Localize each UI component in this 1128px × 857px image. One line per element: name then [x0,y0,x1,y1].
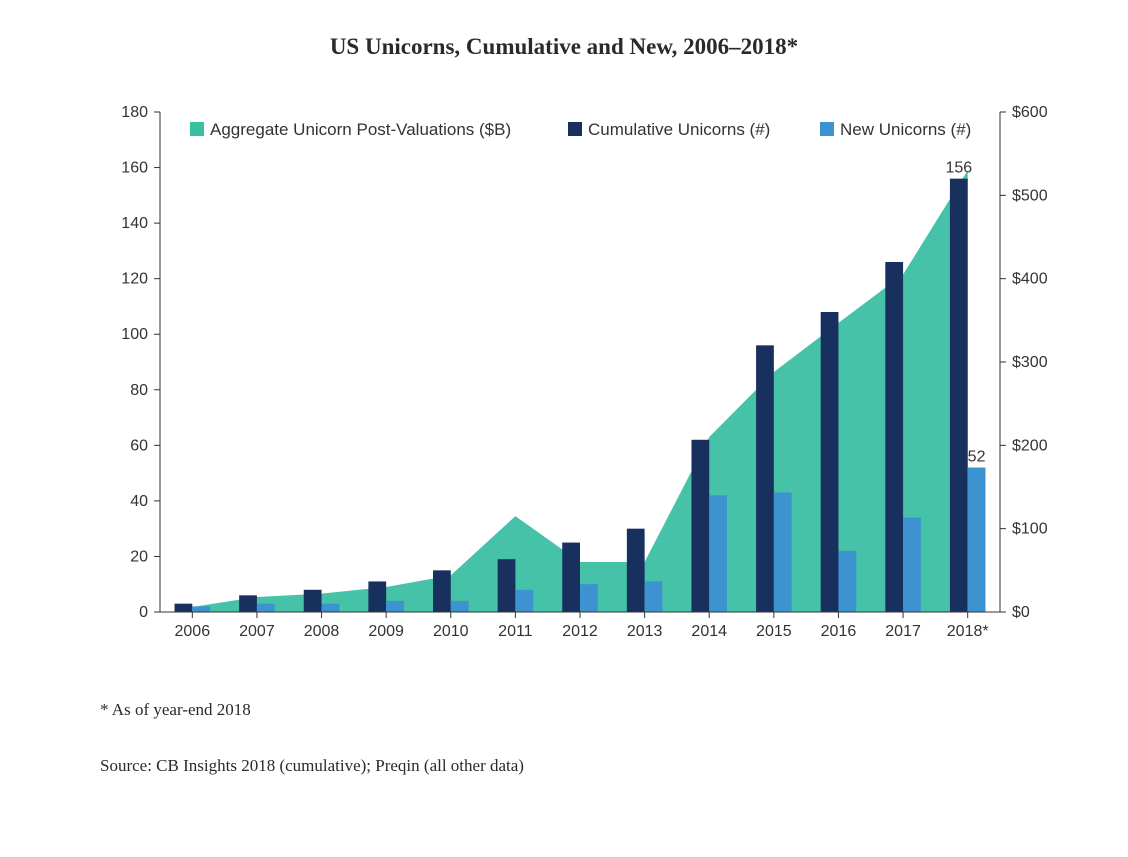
y-left-tick-label: 180 [121,104,148,121]
y-left-tick-label: 160 [121,160,148,177]
y-left-tick-label: 80 [130,382,148,399]
x-tick-label: 2006 [175,623,211,640]
legend-label: Cumulative Unicorns (#) [588,120,770,139]
x-tick-label: 2008 [304,623,340,640]
x-tick-label: 2017 [885,623,921,640]
bar-new [515,590,533,612]
x-tick-label: 2018* [947,623,989,640]
bar-new [451,601,469,612]
bar-new-end-label: 52 [968,449,986,466]
legend-label: Aggregate Unicorn Post-Valuations ($B) [210,120,511,139]
chart-title: US Unicorns, Cumulative and New, 2006–20… [0,34,1128,60]
bar-cumulative [950,179,968,612]
bar-cumulative [821,312,839,612]
bar-new [709,495,727,612]
y-right-tick-label: $100 [1012,521,1048,538]
bar-cumulative [368,581,386,612]
y-left-tick-label: 60 [130,437,148,454]
bar-cumulative [498,559,516,612]
x-tick-label: 2007 [239,623,275,640]
x-tick-label: 2010 [433,623,469,640]
bar-new [903,518,921,612]
bar-new [580,584,598,612]
x-tick-label: 2014 [691,623,727,640]
y-right-tick-label: $200 [1012,437,1048,454]
x-tick-label: 2016 [821,623,857,640]
x-tick-label: 2011 [498,623,533,640]
footnote: * As of year-end 2018 [100,700,251,720]
bar-cumulative [627,529,645,612]
x-tick-label: 2012 [562,623,598,640]
legend-swatch [190,122,204,136]
bar-new [838,551,856,612]
y-left-tick-label: 0 [139,604,148,621]
x-tick-label: 2009 [368,623,404,640]
bar-new [774,493,792,612]
bar-new [257,604,275,612]
y-right-tick-label: $600 [1012,104,1048,121]
legend-label: New Unicorns (#) [840,120,971,139]
bar-new [192,606,210,612]
bar-new [322,604,340,612]
bar-cumulative [239,595,257,612]
chart-area: 0 20 40 60 80 100 120 140 160 180 $0 $100 $200 $300 $4… [100,92,1060,652]
legend-swatch [820,122,834,136]
y-left-tick-label: 40 [130,493,148,510]
y-left-tick-label: 140 [121,215,148,232]
bar-cumulative [885,262,903,612]
bar-cumulative [304,590,322,612]
bar-new [968,468,986,612]
bar-cumulative [433,570,451,612]
chart-svg: 0 20 40 60 80 100 120 140 160 180 $0 $100 $200 $300 $4… [100,92,1060,652]
bar-cumulative [756,345,774,612]
y-left-tick-label: 120 [121,271,148,288]
bar-cumulative [562,543,580,612]
y-left-tick-label: 20 [130,548,148,565]
bar-cumulative-end-label: 156 [945,160,972,177]
bar-new [386,601,404,612]
y-right-tick-label: $0 [1012,604,1030,621]
legend-swatch [568,122,582,136]
y-right-tick-label: $500 [1012,187,1048,204]
y-right-tick-label: $400 [1012,271,1048,288]
y-right-tick-label: $300 [1012,354,1048,371]
bar-cumulative [175,604,193,612]
y-left-tick-label: 100 [121,326,148,343]
bar-cumulative [691,440,709,612]
x-tick-label: 2015 [756,623,792,640]
bar-new [645,581,663,612]
x-tick-label: 2013 [627,623,663,640]
source-line: Source: CB Insights 2018 (cumulative); P… [100,756,524,776]
